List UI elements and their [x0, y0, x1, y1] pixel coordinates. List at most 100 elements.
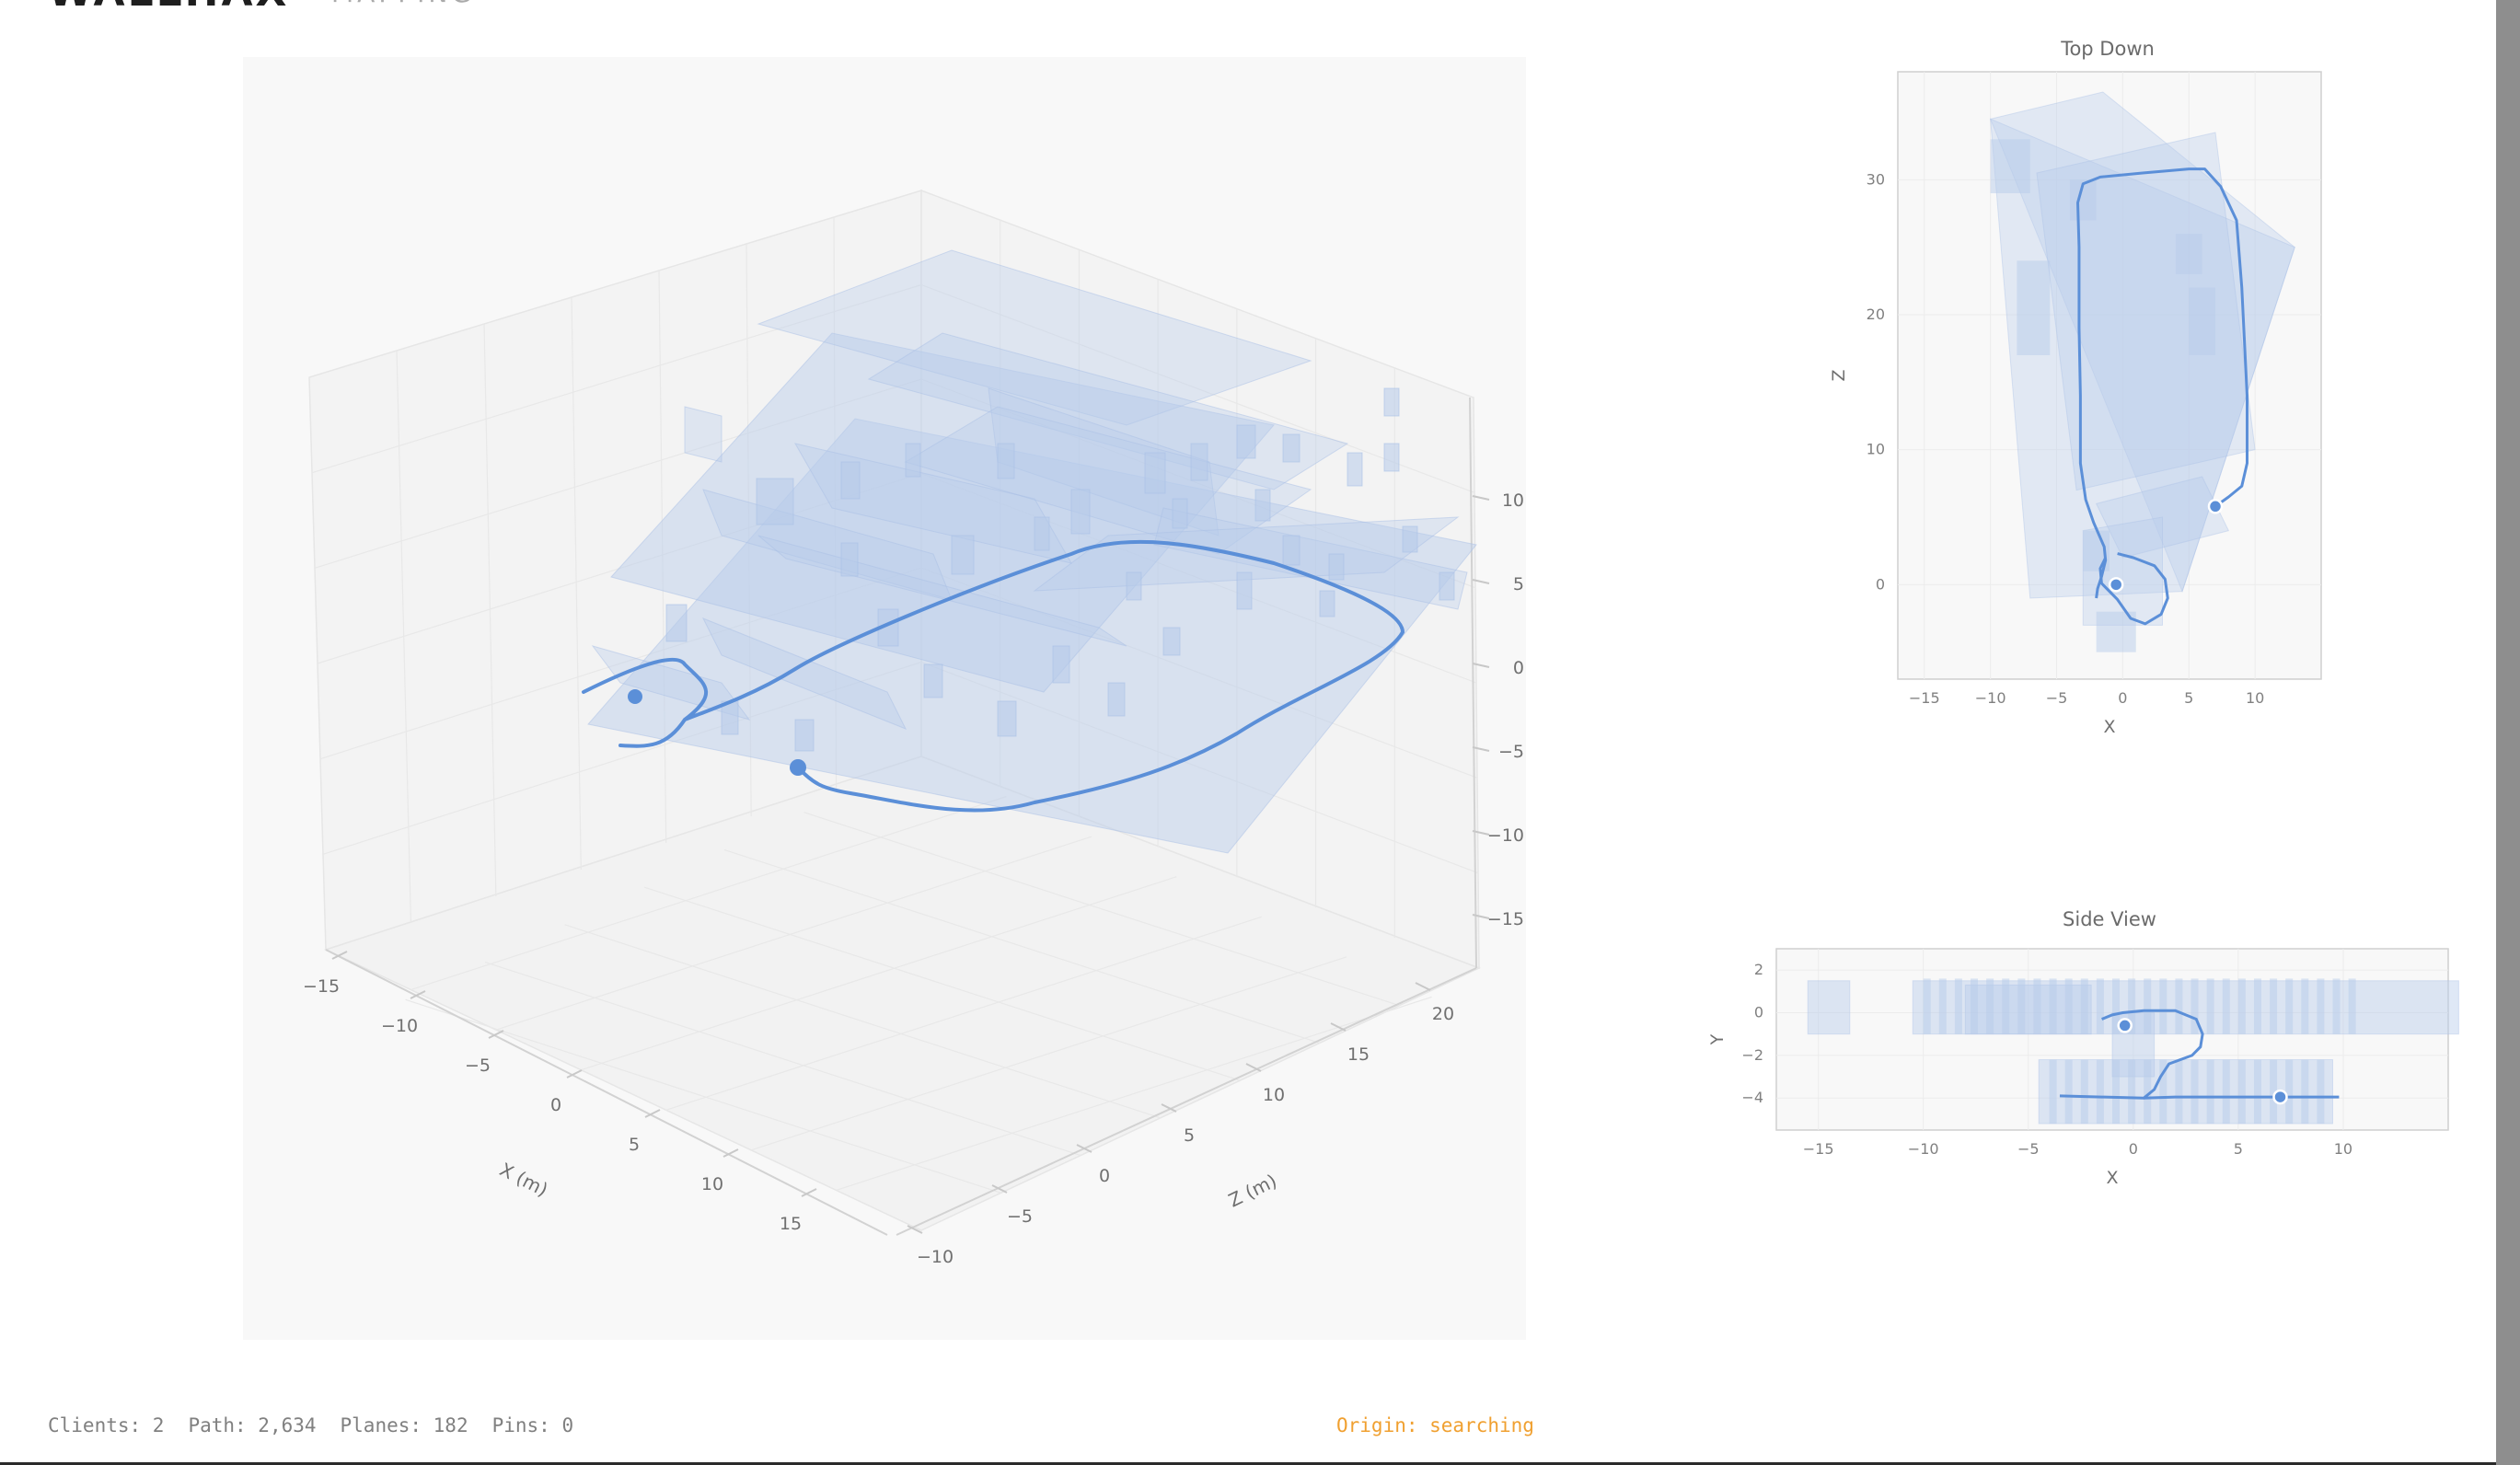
- y-tick-label: −4: [1741, 1089, 1763, 1106]
- plane-profile: [2222, 978, 2230, 1034]
- plane: [1153, 507, 1468, 610]
- plane-profile: [2206, 1059, 2214, 1125]
- grid-lines: [311, 216, 1479, 1194]
- y-tick: [1472, 579, 1490, 584]
- plane-profile: [2112, 1059, 2120, 1125]
- plane-profile: [1938, 978, 1947, 1034]
- position-marker: [2117, 1018, 2133, 1033]
- x-tick-label: 5: [629, 1135, 640, 1155]
- plane-profile: [2096, 978, 2104, 1034]
- plane-vertical: [1236, 571, 1253, 610]
- plane-profile: [2253, 978, 2261, 1034]
- plane-vertical: [1328, 553, 1345, 581]
- y-tick: [1472, 746, 1490, 752]
- y-axis-label: Z: [1829, 369, 1849, 381]
- plane-vertical: [1190, 443, 1208, 481]
- plane-profile: [2348, 978, 2356, 1034]
- plane-profile: [2191, 1059, 2199, 1125]
- x-tick-label: 0: [2118, 689, 2127, 707]
- z-tick: [1415, 982, 1431, 991]
- x-tick-label: −15: [1909, 689, 1940, 707]
- x-axis-label: X: [2103, 717, 2115, 737]
- x-tick: [410, 990, 426, 999]
- plane-profile: [2064, 978, 2073, 1034]
- app-header: WALLHAX MAPPING: [0, 0, 2496, 13]
- y-tick-label: 10: [1502, 490, 1524, 511]
- z-axis-ticks: −10 −5 0 5 10 15 20: [907, 982, 1454, 1267]
- plane: [684, 406, 722, 463]
- x-tick: [488, 1030, 504, 1039]
- position-marker: [2272, 1089, 2288, 1105]
- y-tick-label: −10: [1487, 825, 1524, 846]
- plane-vertical: [1282, 535, 1300, 566]
- plane-footprint: [2017, 260, 2051, 355]
- trajectory-line: [2144, 1095, 2340, 1100]
- plane-vertical: [1236, 424, 1256, 459]
- panes: [308, 189, 1481, 1231]
- plane-vertical: [1070, 489, 1091, 535]
- x-tick: [801, 1188, 817, 1197]
- map-3d-view[interactable]: −15 −10 −5 0 5 10 15 −10 −5 0 5 10 15 20 −15 −10 −5 0 5 1…: [243, 57, 1526, 1340]
- y-tick-label: 30: [1867, 170, 1885, 188]
- x-tick-label: −15: [1803, 1140, 1834, 1158]
- trajectory-3d: [582, 539, 1405, 813]
- top-down-plot: −15 −10 −5 0 5 10 0 10 20 30 X Z: [1829, 71, 2322, 737]
- plane-vertical: [1172, 498, 1188, 529]
- plane-vertical: [840, 542, 859, 577]
- y-tick-label: −5: [1498, 742, 1524, 762]
- x-tick-label: 0: [550, 1095, 561, 1115]
- plane-vertical: [905, 443, 921, 478]
- plane-profile: [1807, 980, 1851, 1035]
- y-tick: [1472, 914, 1490, 919]
- x-tick-label: −10: [1908, 1140, 1939, 1158]
- plane-profile: [2033, 978, 2041, 1034]
- x-tick-label: −10: [1975, 689, 2006, 707]
- plane-vertical: [840, 461, 861, 500]
- plane-vertical: [756, 478, 794, 525]
- window-bottom-edge: [0, 1462, 2496, 1465]
- plane: [757, 249, 1312, 426]
- y-tick-label: 0: [1513, 658, 1524, 678]
- side-view[interactable]: Side View −15 −10 −5 0 5 10 −4 −2 0 2 X Y: [1689, 906, 2490, 1201]
- plane-profile: [2128, 978, 2136, 1034]
- plane-vertical: [923, 663, 943, 698]
- plane-profile: [1986, 978, 1994, 1034]
- plane: [867, 332, 1349, 490]
- y-axis-label: Y: [1707, 1033, 1728, 1045]
- plane-vertical: [1144, 452, 1166, 494]
- status-bar: Clients: 2 Path: 2,634 Planes: 182 Pins: 0: [48, 1414, 597, 1436]
- z-tick: [907, 1225, 923, 1234]
- plane-vertical: [1282, 433, 1300, 463]
- plane-profile: [2317, 1059, 2325, 1125]
- y-tick-label: 20: [1867, 306, 1885, 323]
- x-tick: [722, 1148, 739, 1158]
- plane-profile: [2285, 1059, 2294, 1125]
- origin-status: Origin: searching: [1336, 1414, 1534, 1436]
- status-planes: Planes: 182: [340, 1414, 468, 1436]
- plot-frame: [1897, 71, 2322, 680]
- plane-footprint: [1989, 91, 2295, 594]
- position-marker: [2108, 577, 2124, 593]
- plane-vertical: [1254, 489, 1271, 522]
- plane-profile: [2175, 978, 2183, 1034]
- plane-profile: [2270, 1059, 2278, 1125]
- plane-profile: [2191, 978, 2199, 1034]
- plane-profile: [2159, 978, 2167, 1034]
- x-tick-label: 15: [780, 1214, 802, 1234]
- y-tick: [1472, 495, 1490, 501]
- y-tick: [1472, 830, 1490, 836]
- status-path: Path: 2,634: [188, 1414, 317, 1436]
- plane-vertical: [1383, 387, 1400, 417]
- x-tick-label: −10: [381, 1016, 418, 1036]
- plane-profile: [2064, 1059, 2073, 1125]
- plane-vertical: [997, 700, 1017, 737]
- plane-vertical: [1034, 516, 1050, 551]
- position-marker: [2207, 499, 2224, 514]
- y-tick: [1472, 663, 1490, 668]
- plane-profile: [2080, 1059, 2088, 1125]
- z-tick-label: 20: [1432, 1004, 1454, 1024]
- top-down-view[interactable]: Top Down −15 −10 −5 0 5 10 0 10 20 30 X Z: [1822, 28, 2393, 755]
- mapped-planes: [587, 249, 1477, 854]
- z-tick-label: −10: [917, 1247, 954, 1267]
- plane-profile: [2206, 978, 2214, 1034]
